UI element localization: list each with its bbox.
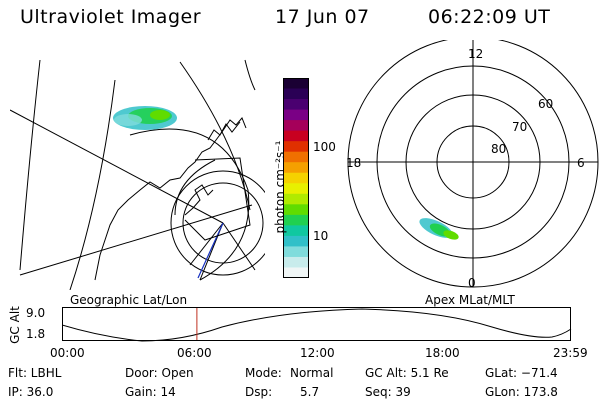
orbit-xtick-0: 00:00 [50, 346, 85, 360]
mode-value: Normal [290, 366, 334, 380]
colorbar-swatch [283, 225, 309, 237]
mlat-label-80: 80 [491, 142, 507, 156]
seq-info: Seq: 39 [365, 385, 411, 399]
mode-label: Mode: [245, 366, 282, 380]
filter-info: Flt: LBHL [8, 366, 62, 380]
time-label: 06:22:09 UT [428, 6, 551, 28]
map-projection-label: Geographic Lat/Lon [70, 293, 188, 307]
colorbar-swatch [283, 109, 309, 121]
orbit-ytick-min: 1.8 [26, 327, 46, 341]
colorbar-swatch [283, 267, 309, 278]
orbit-xtick-3: 18:00 [425, 346, 460, 360]
dsp-label: Dsp: [245, 385, 273, 399]
glon-info: GLon: 173.8 [485, 385, 558, 399]
colorbar-swatch [283, 256, 309, 268]
orbit-xtick-1: 06:00 [177, 346, 212, 360]
geographic-map [10, 59, 265, 290]
colorbar-swatch [283, 214, 309, 226]
colorbar-swatch [283, 235, 309, 247]
colorbar-swatch [283, 88, 309, 100]
mlat-label-70: 70 [512, 120, 528, 134]
gain-info: Gain: 14 [125, 385, 176, 399]
mlt-label-0: 0 [468, 276, 476, 290]
app-title: Ultraviolet Imager [20, 6, 202, 28]
ip-info: IP: 36.0 [8, 385, 54, 399]
dsp-value: 5.7 [300, 385, 320, 399]
colorbar-swatch [283, 183, 309, 195]
date-label: 17 Jun 07 [275, 6, 370, 28]
door-info: Door: Open [125, 366, 194, 380]
colorbar-swatch [283, 78, 309, 90]
polar-projection-label: Apex MLat/MLT [425, 293, 515, 307]
orbit-xtick-2: 12:00 [300, 346, 335, 360]
mlt-label-12: 12 [468, 47, 484, 61]
orbit-altitude-plot [62, 307, 572, 342]
colorbar-swatch [283, 99, 309, 111]
mlt-label-6: 6 [577, 156, 585, 170]
mlat-label-60: 60 [538, 97, 554, 111]
colorbar-swatch [283, 130, 309, 142]
colorbar-swatch [283, 204, 309, 216]
apex-polar-plot [347, 40, 599, 288]
colorbar-swatch [283, 151, 309, 163]
mlt-label-18: 18 [346, 156, 362, 170]
orbit-xtick-4: 23:59 [553, 346, 588, 360]
glat-info: GLat: −71.4 [485, 366, 558, 380]
colorbar-swatch [283, 120, 309, 132]
orbit-axis-label: GC Alt [7, 306, 22, 344]
colorbar-swatch [283, 246, 309, 258]
colorbar-swatch [283, 162, 309, 174]
colorbar-swatch [283, 193, 309, 205]
colorbar-tick-100: 100 [313, 140, 336, 154]
orbit-ytick-max: 9.0 [26, 306, 46, 320]
colorbar-tick-10: 10 [313, 229, 329, 243]
colorbar-swatch [283, 172, 309, 184]
colorbar-swatch [283, 141, 309, 153]
color-scale-bar [283, 78, 309, 278]
gc-alt-info: GC Alt: 5.1 Re [365, 366, 449, 380]
colorbar-label: photon cm⁻²s⁻¹ [273, 140, 287, 234]
